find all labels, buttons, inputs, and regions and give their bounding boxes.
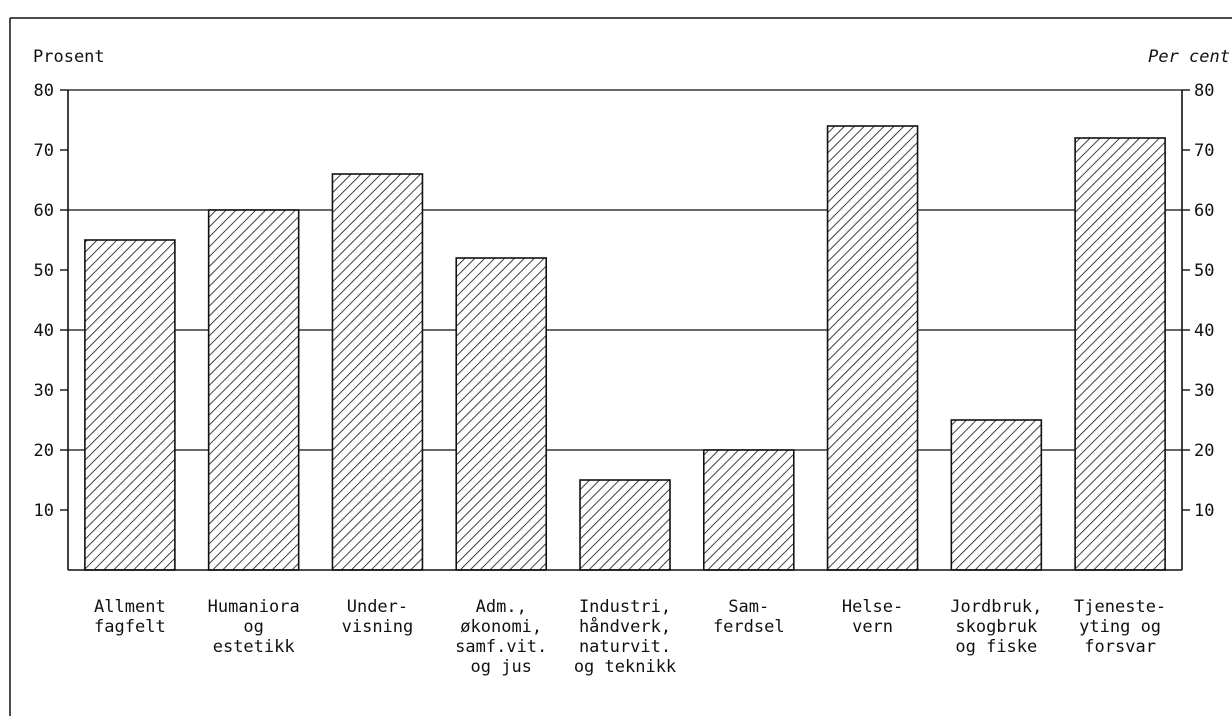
y-tick-label-right: 20 (1194, 441, 1214, 461)
bar (702, 449, 795, 571)
tick-labels: 10 10 20 20 30 30 40 40 50 50 60 60 70 70 80 80 (34, 81, 1215, 521)
bar (950, 419, 1043, 571)
category-label-line: Helse- (842, 597, 903, 617)
category-label-line: Industri, (579, 597, 671, 617)
y-tick-label-left: 50 (34, 261, 54, 281)
y-tick-label-left: 20 (34, 441, 54, 461)
y-tick-label-left: 40 (34, 321, 54, 341)
category-label-line: Sam- (728, 597, 769, 617)
category-label-line: naturvit. (579, 637, 671, 657)
y-tick-label-left: 30 (34, 381, 54, 401)
category-label: Tjeneste-yting og forsvar (1074, 597, 1166, 657)
y-tick-label-right: 70 (1194, 141, 1214, 161)
category-label-line: Under- (347, 597, 408, 617)
category-label-line: og teknikk (574, 657, 676, 677)
category-label: Under-visning (342, 597, 414, 637)
category-label: Sam-ferdsel (713, 597, 785, 637)
y-tick-label-left: 10 (34, 501, 54, 521)
category-label-line: ferdsel (713, 617, 785, 637)
category-label-line: Tjeneste- (1074, 597, 1166, 617)
y-tick-label-left: 60 (34, 201, 54, 221)
category-label-line: og jus (471, 657, 532, 677)
y-tick-label-right: 30 (1194, 381, 1214, 401)
y-axis-label-left: Prosent (33, 47, 105, 67)
category-label-line: forsvar (1084, 637, 1156, 657)
category-label: Adm., økonomi, samf.vit. og jus (455, 597, 547, 677)
category-label-line: vern (852, 617, 893, 637)
y-tick-label-right: 10 (1194, 501, 1214, 521)
bar (1074, 137, 1166, 571)
category-labels: Allment fagfelt Humaniora og estetikk Under-v… (94, 597, 1166, 677)
bar (579, 479, 671, 571)
category-label-line: og fiske (955, 637, 1037, 657)
category-label-line: visning (342, 617, 414, 637)
bar (207, 209, 300, 571)
bar (331, 173, 424, 571)
category-label-line: og (243, 617, 263, 637)
bar (826, 125, 919, 571)
axes (60, 89, 1190, 571)
category-label-line: fagfelt (94, 617, 166, 637)
y-tick-label-right: 40 (1194, 321, 1214, 341)
category-label: Jordbruk, skogbruk og fiske (950, 597, 1042, 657)
bars (84, 125, 1166, 571)
y-tick-label-left: 70 (34, 141, 54, 161)
category-label-line: yting og (1079, 617, 1161, 637)
y-tick-label-left: 80 (34, 81, 54, 101)
y-tick-label-right: 60 (1194, 201, 1214, 221)
y-tick-label-right: 50 (1194, 261, 1214, 281)
y-axis-label-right: Per cent (1148, 47, 1230, 67)
category-label: Helse-vern (842, 597, 903, 637)
category-label-line: Jordbruk, (950, 597, 1042, 617)
y-tick-label-right: 80 (1194, 81, 1214, 101)
category-label-line: estetikk (213, 637, 295, 657)
category-label-line: samf.vit. (455, 637, 547, 657)
category-label: Industri, håndverk, naturvit. og teknikk (574, 597, 676, 677)
category-label-line: Allment (94, 597, 166, 617)
category-label-line: håndverk, (579, 616, 671, 637)
category-label-line: Adm., (476, 597, 527, 617)
category-label-line: økonomi, (460, 617, 542, 637)
category-label-line: skogbruk (955, 617, 1037, 637)
category-label: Humaniora og estetikk (208, 597, 300, 657)
category-label-line: Humaniora (208, 597, 300, 617)
category-label: Allment fagfelt (94, 597, 166, 637)
bar (84, 239, 176, 571)
bar (455, 257, 548, 571)
